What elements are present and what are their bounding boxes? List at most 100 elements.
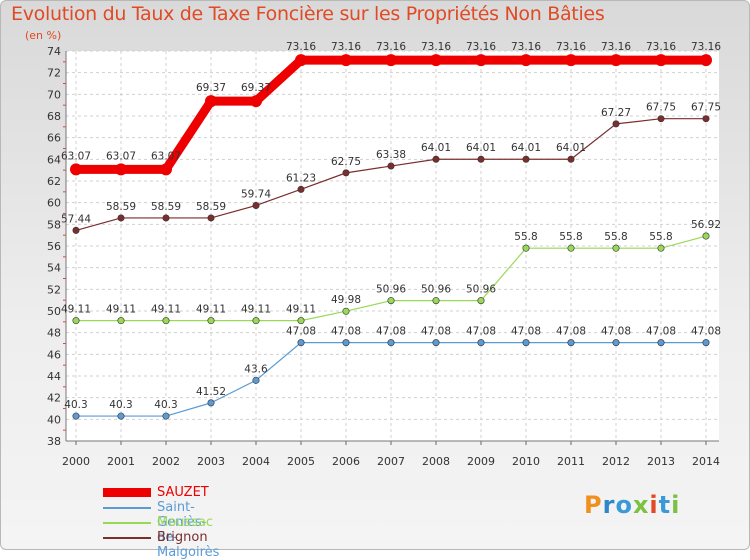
legend-swatch-sauzet [103,488,151,497]
series-moussac-point [477,297,485,305]
y-tick-label: 58 [47,218,61,231]
series-brignon-point [432,155,440,163]
series-brignon-data-label: 58.59 [196,201,226,213]
series-brignon-data-label: 64.01 [511,142,541,154]
legend-swatch-moussac [103,522,151,524]
series-brignon-point [387,162,395,170]
series-saint-geni-s-de-malgoir-s-data-label: 47.08 [601,326,631,338]
series-brignon-point [657,115,665,123]
series-brignon-data-label: 64.01 [466,142,496,154]
x-tick-label: 2000 [62,455,90,468]
series-saint-geni-s-de-malgoir-s-data-label: 47.08 [466,326,496,338]
series-sauzet-data-label: 63.07 [151,150,181,162]
legend-swatch-brignon [103,537,151,539]
series-sauzet-point [295,54,307,67]
x-tick-label: 2004 [242,455,270,468]
series-sauzet-data-label: 73.16 [466,41,496,53]
x-tick-label: 2002 [152,455,180,468]
legend-label-moussac: Moussac [157,515,214,530]
series-sauzet-point [250,95,262,108]
series-sauzet-data-label: 69.37 [241,82,271,94]
series-brignon-data-label: 58.59 [151,201,181,213]
series-brignon-point [117,214,125,222]
series-brignon-data-label: 67.75 [691,102,721,114]
series-saint-geni-s-de-malgoir-s-data-label: 41.52 [196,386,226,398]
series-sauzet-point [610,54,622,67]
series-brignon-data-label: 58.59 [106,201,136,213]
series-saint-geni-s-de-malgoir-s-data-label: 40.3 [109,399,132,411]
series-sauzet-point [340,54,352,67]
series-sauzet-point [70,163,82,176]
series-sauzet-data-label: 73.16 [601,41,631,53]
series-saint-geni-s-de-malgoir-s-point [477,339,485,347]
series-brignon-data-label: 57.44 [61,213,91,225]
y-tick-label: 38 [47,435,61,448]
x-tick-label: 2013 [647,455,675,468]
series-brignon-point [297,185,305,193]
series-brignon-data-label: 63.38 [376,149,406,161]
series-sauzet-point [520,54,532,67]
series-sauzet-data-label: 73.16 [376,41,406,53]
chart-title: Evolution du Taux de Taxe Foncière sur l… [11,3,605,25]
series-sauzet-data-label: 73.16 [556,41,586,53]
series-saint-geni-s-de-malgoir-s-point [207,399,215,407]
series-moussac-data-label: 56.92 [691,219,721,231]
y-tick-label: 68 [47,110,61,123]
series-moussac-data-label: 49.11 [241,304,271,316]
x-tick-label: 2009 [467,455,495,468]
series-saint-geni-s-de-malgoir-s-point [567,339,575,347]
series-saint-geni-s-de-malgoir-s-data-label: 47.08 [511,326,541,338]
series-saint-geni-s-de-malgoir-s-data-label: 47.08 [646,326,676,338]
series-brignon-point [522,155,530,163]
series-brignon-data-label: 61.23 [286,172,316,184]
series-sauzet-point [565,54,577,67]
series-sauzet-data-label: 63.07 [106,150,136,162]
series-moussac-point [72,317,80,325]
series-moussac-data-label: 55.8 [649,231,672,243]
x-tick-label: 2011 [557,455,585,468]
series-saint-geni-s-de-malgoir-s-data-label: 47.08 [331,326,361,338]
series-moussac-point [522,244,530,252]
series-moussac-point [567,244,575,252]
series-moussac-data-label: 49.11 [196,304,226,316]
series-brignon-point [72,226,80,234]
series-moussac-data-label: 49.11 [151,304,181,316]
y-tick-label: 40 [47,413,61,426]
series-saint-geni-s-de-malgoir-s-point [117,412,125,420]
series-saint-geni-s-de-malgoir-s-data-label: 47.08 [286,326,316,338]
y-tick-label: 42 [47,392,61,405]
x-tick-label: 2006 [332,455,360,468]
series-moussac-data-label: 50.96 [421,284,451,296]
series-saint-geni-s-de-malgoir-s-data-label: 43.6 [244,363,268,375]
series-saint-geni-s-de-malgoir-s-point [657,339,665,347]
series-saint-geni-s-de-malgoir-s-point [342,339,350,347]
series-moussac-point [207,317,215,325]
logo-letter: t [658,491,672,519]
y-tick-label: 64 [47,153,61,166]
series-saint-geni-s-de-malgoir-s-point [702,339,710,347]
series-saint-geni-s-de-malgoir-s-data-label: 47.08 [376,326,406,338]
x-tick-label: 2003 [197,455,225,468]
logo-letter: r [602,491,616,519]
y-tick-label: 50 [47,305,61,318]
series-saint-geni-s-de-malgoir-s-point [612,339,620,347]
series-brignon-data-label: 59.74 [241,188,271,200]
unit-label: (en %) [25,29,62,42]
series-moussac-point [162,317,170,325]
x-tick-label: 2001 [107,455,135,468]
series-brignon-point [477,155,485,163]
series-saint-geni-s-de-malgoir-s-data-label: 40.3 [154,399,177,411]
logo-letter: x [632,491,650,519]
chart-plot: 38 40 42 44 46 48 50 52 54 56 58 60 62 64 66 68 70 72 74 20… [47,41,721,468]
series-brignon-data-label: 67.75 [646,102,676,114]
series-sauzet-data-label: 73.16 [646,41,676,53]
y-tick-label: 60 [47,197,61,210]
x-tick-label: 2005 [287,455,315,468]
series-moussac-data-label: 50.96 [376,284,406,296]
logo-letter: i [671,491,681,519]
series-brignon-point [342,169,350,177]
series-moussac-data-label: 50.96 [466,284,496,296]
series-brignon-point [162,214,170,222]
series-moussac-point [252,317,260,325]
series-moussac-point [387,297,395,305]
